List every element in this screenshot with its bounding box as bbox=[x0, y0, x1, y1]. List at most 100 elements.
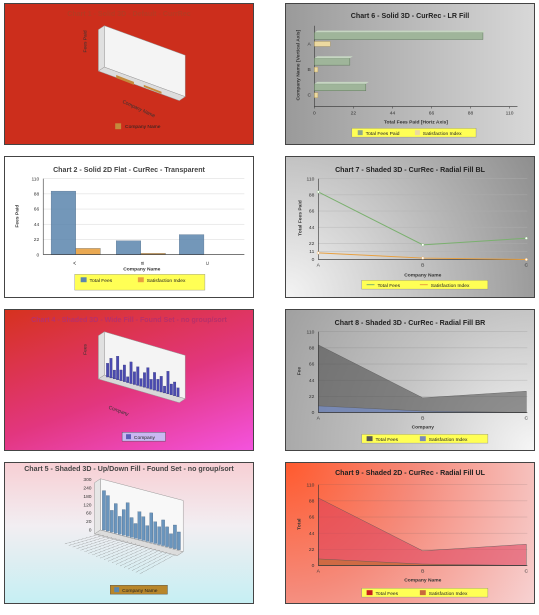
chart8-legend-2: Satisfaction Index bbox=[429, 437, 468, 443]
chart4-bar bbox=[176, 387, 180, 397]
chart9-panel: Chart 9 - Shaded 2D - CurRec - Radial Fi… bbox=[285, 462, 535, 604]
chart7-series-line bbox=[318, 191, 527, 246]
chart5-bar bbox=[157, 526, 161, 545]
chart7-point bbox=[524, 236, 528, 240]
chart4-bar bbox=[133, 371, 136, 385]
chart9-ytick: 66 bbox=[309, 515, 315, 521]
chart5-bar bbox=[118, 516, 122, 535]
chart2-yticks: 0 22 44 66 88 110 bbox=[31, 176, 39, 258]
chart9-yticks: 0 22 44 66 88 110 bbox=[307, 482, 315, 569]
chart2-cat-A: A bbox=[72, 261, 78, 265]
chart5-bar bbox=[153, 521, 157, 544]
chart5-ytick: 300 bbox=[83, 477, 91, 483]
chart4-bar bbox=[129, 361, 133, 384]
chart6-bar bbox=[314, 58, 351, 66]
chart9-legend-swatch-1 bbox=[366, 590, 373, 596]
chart5-ytick: 0 bbox=[89, 528, 92, 534]
chart2-panel: Chart 2 - Solid 2D Flat - CurRec - Trans… bbox=[4, 156, 254, 298]
chart2-bar bbox=[75, 248, 101, 255]
chart7-panel: Chart 7 - Shaded 3D - CurRec - Radial Fi… bbox=[285, 156, 535, 298]
chart4-bar bbox=[139, 378, 143, 387]
chart5-bar bbox=[121, 509, 126, 536]
chart1-floor bbox=[97, 66, 186, 101]
chart9-ytick: 0 bbox=[312, 563, 315, 569]
chart8-title: Chart 8 - Shaded 3D - CurRec - Radial Fi… bbox=[335, 319, 486, 327]
chart4-panel: Chart 4 - Shaded 3D - Wide Fill - Found … bbox=[4, 309, 254, 451]
chart7-cat-C: C bbox=[525, 262, 529, 268]
chart1-title: Chart 1 - Solid 3D - Default - CurrRec bbox=[67, 10, 191, 18]
chart5-category-label bbox=[127, 551, 164, 570]
chart9-cat-C: C bbox=[525, 568, 529, 574]
chart7-xlabel: Company Name bbox=[404, 272, 441, 278]
chart7-ytick: 66 bbox=[309, 209, 315, 215]
chart6-bar-2 bbox=[314, 41, 331, 47]
chart5-bar bbox=[161, 519, 165, 546]
chart5-category-label bbox=[64, 533, 101, 545]
chart4-bar bbox=[149, 379, 153, 390]
chart5-side-wall bbox=[94, 478, 101, 535]
chart6-xtick: 88 bbox=[468, 110, 474, 116]
chart8-ylabel: Fee bbox=[297, 367, 303, 376]
chart5-category-label bbox=[116, 547, 152, 565]
chart7-point bbox=[421, 256, 425, 260]
chart9-ytick: 110 bbox=[307, 482, 315, 488]
chart4-bar bbox=[106, 363, 109, 378]
chart4-bar bbox=[173, 381, 177, 396]
chart9-ylabel: Total bbox=[297, 518, 303, 530]
chart9-svg: Chart 9 - Shaded 2D - CurRec - Radial Fi… bbox=[297, 469, 529, 598]
chart1-legend-swatch bbox=[115, 123, 122, 130]
chart2-ytick: 110 bbox=[31, 176, 39, 182]
chart6-legend-swatch-2 bbox=[414, 130, 420, 136]
chart6-bar bbox=[314, 83, 367, 91]
chart7-legend-2: Satisfaction Index bbox=[431, 283, 470, 289]
chart6-xticks: 0 22 44 66 88 110 bbox=[313, 106, 514, 116]
chart4-bar bbox=[126, 376, 130, 383]
chart5-bar bbox=[133, 523, 138, 539]
chart2-legend-box bbox=[74, 274, 206, 291]
chart5-bar bbox=[125, 502, 130, 537]
chart2-legend-1: Total Fees bbox=[90, 278, 113, 284]
chart8-ytick: 0 bbox=[312, 410, 315, 416]
chart9-cat-A: A bbox=[317, 568, 321, 574]
chart5-bar bbox=[137, 511, 142, 540]
chart5-bar bbox=[110, 510, 114, 533]
chart5-category-label bbox=[72, 535, 109, 548]
chart8-xlabel: Company bbox=[412, 424, 435, 430]
chart4-bar bbox=[119, 369, 123, 381]
chart5-category-label bbox=[88, 540, 125, 554]
chart7-yticks: 0 11 22 44 66 88 110 bbox=[307, 176, 315, 263]
chart4-bar bbox=[112, 369, 116, 380]
chart4-legend-box bbox=[121, 432, 166, 442]
chart2-title: Chart 2 - Solid 2D Flat - CurRec - Trans… bbox=[53, 166, 205, 174]
chart6-svg: Chart 6 - Solid 3D - CurRec - LR Fill 0 2… bbox=[296, 12, 518, 138]
chart5-category-label bbox=[68, 534, 105, 546]
chart4-bar bbox=[169, 383, 173, 395]
chart4-bar bbox=[163, 385, 166, 394]
chart5-floor bbox=[93, 529, 184, 556]
chart7-cat-A: A bbox=[317, 262, 321, 268]
chart5-bar bbox=[141, 516, 146, 541]
chart5-ytick: 60 bbox=[86, 511, 92, 517]
chart5-category-label bbox=[104, 544, 140, 560]
chart9-title: Chart 9 - Shaded 2D - CurRec - Radial Fi… bbox=[335, 469, 486, 477]
chart7-legend-1: Total Fees bbox=[377, 283, 400, 289]
chart6-legend-swatch-1 bbox=[357, 130, 363, 136]
chart8-ytick: 110 bbox=[307, 329, 315, 335]
chart5-category-label bbox=[120, 548, 156, 567]
chart9-ytick: 88 bbox=[309, 499, 315, 505]
chart7-title: Chart 7 - Shaded 3D - CurRec - Radial Fi… bbox=[335, 166, 486, 174]
chart5-bars bbox=[102, 490, 181, 550]
chart6-cat-B: B bbox=[307, 67, 311, 73]
chart6-xtick: 110 bbox=[506, 110, 514, 116]
chart8-legend-swatch-2 bbox=[419, 436, 426, 442]
chart5-bar bbox=[149, 512, 153, 543]
chart8-ytick: 66 bbox=[309, 362, 315, 368]
chart6-panel: Chart 6 - Solid 3D - CurRec - LR Fill 0 2… bbox=[285, 3, 535, 145]
chart6-ylabel: Company Name [Vertical Axis] bbox=[296, 29, 302, 100]
chart2-legend-2: Satisfaction Index bbox=[147, 278, 186, 284]
chart5-bar bbox=[177, 531, 181, 550]
chart8-panel: Chart 8 - Shaded 3D - CurRec - Radial Fi… bbox=[285, 309, 535, 451]
chart5-category-label bbox=[108, 545, 144, 562]
chart7-ytick: 110 bbox=[307, 176, 315, 182]
chart2-legend-swatch-2 bbox=[137, 277, 144, 283]
